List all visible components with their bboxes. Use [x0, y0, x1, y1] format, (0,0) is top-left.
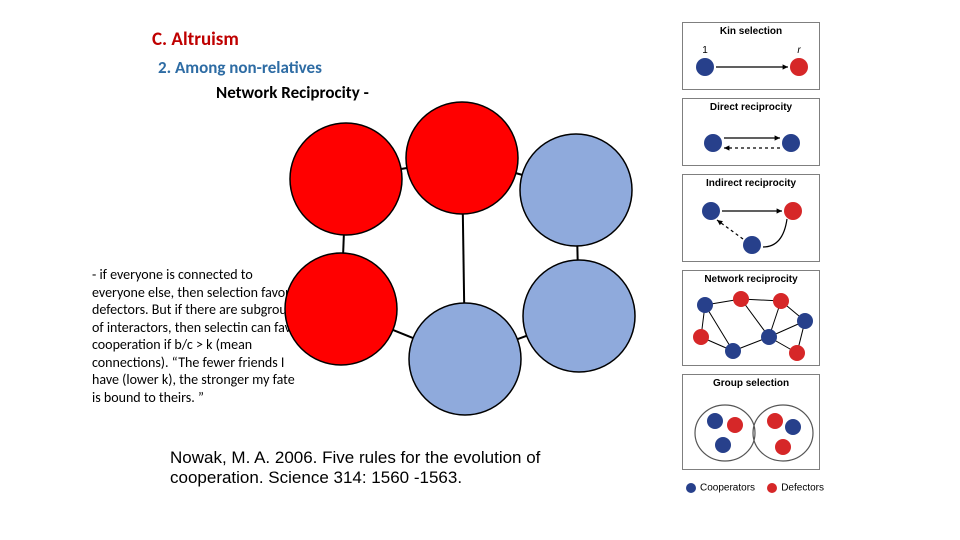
panel-svg: [683, 375, 821, 471]
network-node: [523, 260, 635, 372]
panel-network: Network reciprocity: [682, 270, 820, 366]
panel-kin: Kin selection1r: [682, 22, 820, 90]
network-node: [406, 102, 518, 214]
legend-item: Cooperators: [686, 478, 755, 497]
panel-svg: [683, 271, 821, 367]
network-node: [520, 134, 632, 246]
network-edge: [401, 168, 407, 169]
network-node: [285, 253, 397, 365]
panel-group: Group selection: [682, 374, 820, 470]
network-edge: [393, 330, 413, 338]
legend-dot-icon: [767, 483, 777, 493]
legend-item: Defectors: [767, 478, 824, 497]
main-network-diagram: [0, 0, 680, 440]
network-edge: [343, 235, 344, 253]
panel-indirect: Indirect reciprocity: [682, 174, 820, 262]
panel-svg: [683, 99, 821, 167]
network-node: [290, 123, 402, 235]
panel-svg: 1r: [683, 23, 821, 91]
panel-direct: Direct reciprocity: [682, 98, 820, 166]
legend-label: Defectors: [781, 483, 824, 494]
svg-text:1: 1: [702, 45, 708, 56]
network-node: [409, 303, 521, 415]
svg-text:r: r: [797, 45, 801, 56]
citation-text: Nowak, M. A. 2006. Five rules for the ev…: [170, 448, 630, 488]
legend-label: Cooperators: [700, 483, 755, 494]
network-edge: [463, 214, 464, 303]
sidebar-legend: Cooperators Defectors: [682, 478, 828, 497]
legend-dot-icon: [686, 483, 696, 493]
network-edge: [517, 336, 526, 339]
network-edge: [516, 173, 522, 175]
panel-svg: [683, 175, 821, 263]
